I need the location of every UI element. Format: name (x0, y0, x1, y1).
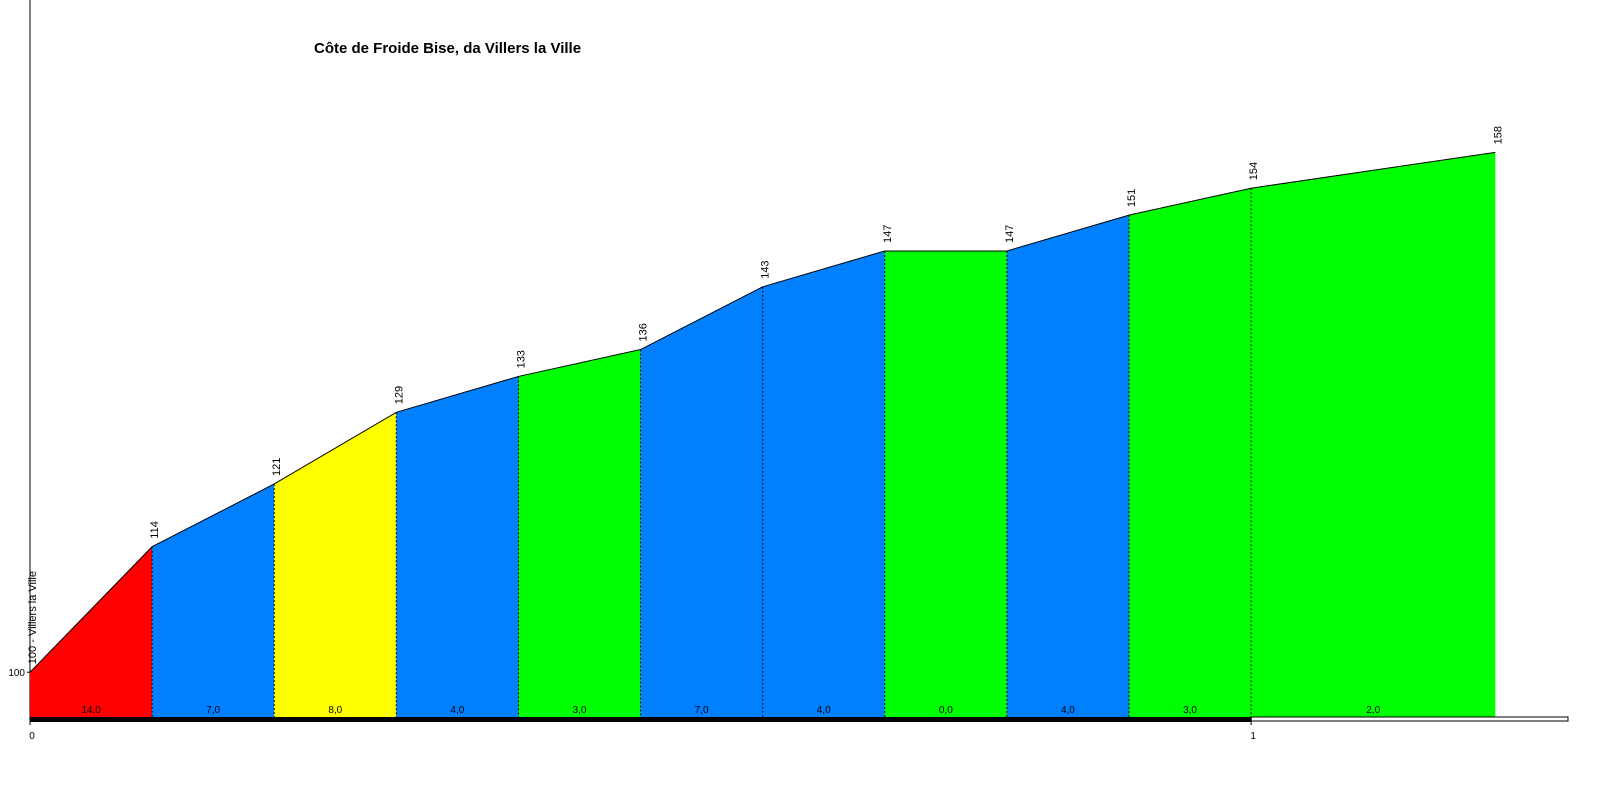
grade-segment (152, 483, 275, 717)
grade-label: 4,0 (1061, 705, 1075, 716)
grade-segment (1251, 152, 1496, 718)
x-tick-label: 0 (29, 731, 35, 742)
grade-label: 7,0 (695, 705, 709, 716)
elevation-label: 100 - Villers la Ville (27, 571, 39, 664)
grade-label: 4,0 (817, 705, 831, 716)
grade-segment (640, 286, 763, 717)
elevation-label: 136 (638, 323, 650, 341)
y-tick-label: 100 (8, 668, 25, 679)
distance-bar (30, 717, 1252, 722)
elevation-label: 114 (149, 521, 161, 539)
profile-line (29, 151, 1496, 673)
grade-segment (396, 376, 519, 717)
elevation-label: 121 (271, 458, 283, 476)
elevation-label: 147 (1004, 225, 1016, 243)
elevation-label: 158 (1492, 126, 1504, 144)
grade-label: 14,0 (81, 705, 101, 716)
grade-segment (274, 412, 397, 717)
grade-segment (518, 349, 641, 717)
grade-label: 4,0 (450, 705, 464, 716)
elevation-label: 143 (760, 260, 772, 278)
grade-segment (1006, 215, 1129, 717)
distance-bar-end (1250, 716, 1569, 722)
grade-segment (30, 546, 153, 717)
grade-label: 8,0 (328, 705, 342, 716)
grade-label: 3,0 (573, 705, 587, 716)
grade-label: 7,0 (206, 705, 220, 716)
grade-label: 2,0 (1366, 705, 1380, 716)
x-tick-label: 1 (1250, 731, 1256, 742)
elevation-label: 129 (393, 386, 405, 404)
grade-segment (762, 250, 885, 717)
grade-segment (1128, 188, 1252, 717)
elevation-label: 133 (515, 350, 527, 368)
grade-segment (884, 250, 1007, 717)
grade-label: 0,0 (939, 705, 953, 716)
elevation-label: 154 (1248, 162, 1260, 180)
chart-title: Côte de Froide Bise, da Villers la Ville (314, 40, 581, 57)
elevation-label: 151 (1126, 189, 1138, 207)
grade-label: 3,0 (1183, 705, 1197, 716)
elevation-label: 147 (882, 225, 894, 243)
